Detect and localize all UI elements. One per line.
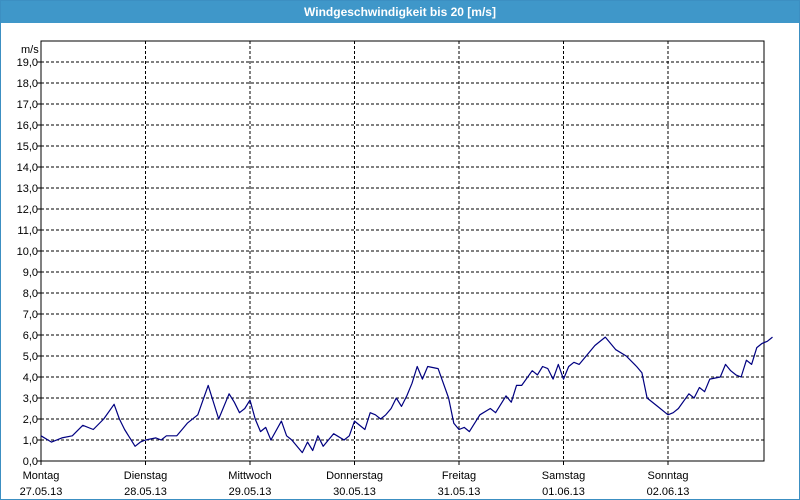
x-tick-day: Sonntag bbox=[648, 470, 689, 482]
x-tick-date: 30.05.13 bbox=[333, 486, 376, 498]
x-tick-day: Samstag bbox=[542, 470, 585, 482]
x-tick-date: 02.06.13 bbox=[647, 486, 690, 498]
series-line-wind-speed bbox=[40, 336, 773, 454]
series-layer bbox=[40, 336, 773, 454]
y-tick-label: 17,0 bbox=[17, 99, 38, 111]
x-tick-day: Montag bbox=[23, 470, 60, 482]
x-tick-date: 27.05.13 bbox=[20, 486, 63, 498]
y-tick-label: 2,0 bbox=[23, 414, 38, 426]
y-tick-label: 14,0 bbox=[17, 162, 38, 174]
y-tick-label: 19,0 bbox=[17, 57, 38, 69]
y-axis-ticks: 0,0 1,0 2,0 3,0 4,0 5,0 6,0 7,0 8,0 9,0 10,0 11,0 12… bbox=[17, 57, 41, 468]
y-tick-label: 13,0 bbox=[17, 183, 38, 195]
y-tick-label: 16,0 bbox=[17, 120, 38, 132]
y-tick-label: 18,0 bbox=[17, 78, 38, 90]
x-tick-date: 31.05.13 bbox=[438, 486, 481, 498]
x-tick-date: 28.05.13 bbox=[124, 486, 167, 498]
x-tick-day: Donnerstag bbox=[326, 470, 383, 482]
y-tick-label: 9,0 bbox=[23, 267, 38, 279]
y-tick-label: 10,0 bbox=[17, 246, 38, 258]
y-tick-label: 0,0 bbox=[23, 456, 38, 468]
x-tick-date: 29.05.13 bbox=[229, 486, 272, 498]
y-tick-label: 11,0 bbox=[17, 225, 38, 237]
y-tick-label: 3,0 bbox=[23, 393, 38, 405]
x-tick-day: Dienstag bbox=[124, 470, 167, 482]
x-tick-day: Mittwoch bbox=[228, 470, 271, 482]
y-tick-label: 5,0 bbox=[23, 351, 38, 363]
y-axis-label: m/s bbox=[21, 44, 39, 56]
y-tick-label: 8,0 bbox=[23, 288, 38, 300]
x-tick-date: 01.06.13 bbox=[542, 486, 585, 498]
y-tick-label: 4,0 bbox=[23, 372, 38, 384]
y-tick-label: 1,0 bbox=[23, 435, 38, 447]
x-tick-day: Freitag bbox=[442, 470, 476, 482]
y-tick-label: 12,0 bbox=[17, 204, 38, 216]
grid bbox=[41, 41, 764, 461]
y-tick-label: 7,0 bbox=[23, 309, 38, 321]
y-tick-label: 15,0 bbox=[17, 141, 38, 153]
y-tick-label: 6,0 bbox=[23, 330, 38, 342]
window-title: Windgeschwindigkeit bis 20 [m/s] bbox=[1, 1, 799, 23]
x-axis-ticks: Montag 27.05.13 Dienstag 28.05.13 Mittwoch 29… bbox=[20, 461, 690, 498]
